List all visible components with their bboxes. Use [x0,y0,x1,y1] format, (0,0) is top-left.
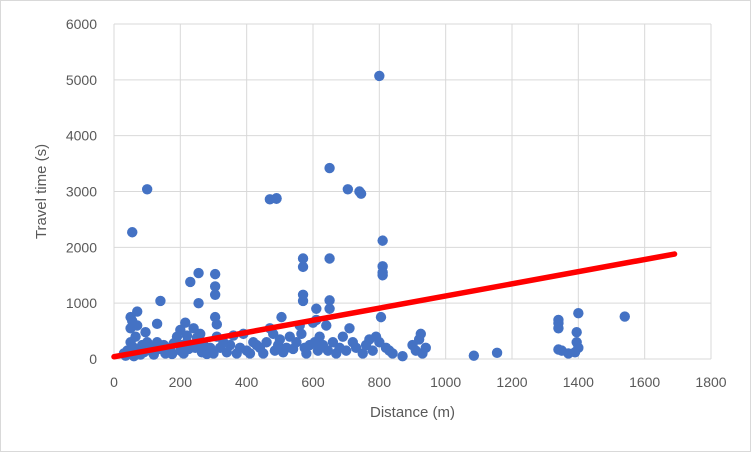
data-point [367,345,378,356]
trendline [111,251,678,360]
data-points [118,70,630,362]
y-tick-label: 4000 [66,128,97,144]
x-tick-label: 200 [169,374,193,390]
data-point [357,348,368,359]
data-point [132,320,143,331]
data-point [296,328,307,340]
x-tick-label: 1400 [563,374,594,390]
data-point [291,337,302,348]
data-point [342,184,354,195]
data-point [355,188,367,199]
data-point [420,342,431,354]
data-point [261,337,272,348]
data-point [324,162,335,174]
data-point [573,342,584,354]
data-point [195,328,206,340]
x-tick-label: 1800 [695,374,726,390]
data-point [374,70,385,82]
y-tick-label: 3000 [66,184,97,200]
data-point [140,327,151,338]
y-tick-labels: 0 1000 2000 3000 4000 5000 6000 [66,16,97,367]
data-point [180,317,191,328]
data-point [573,308,584,319]
data-point [375,311,387,323]
data-point [244,348,256,359]
gridlines [113,23,712,360]
trendline-layer [111,251,678,360]
data-point [468,350,480,361]
data-point [377,235,388,246]
data-point [314,331,325,342]
x-tick-label: 400 [235,374,259,390]
data-point [337,331,349,342]
x-tick-label: 1000 [430,374,461,390]
data-point [344,323,355,334]
y-tick-label: 0 [89,351,97,367]
data-point [397,351,408,362]
data-point [387,348,398,359]
data-point [224,339,236,351]
x-tick-labels: 0 200 400 600 800 1000 1200 1400 1600 1800 [110,374,727,390]
x-axis-title: Distance (m) [370,404,455,421]
data-point [258,348,269,359]
data-point [181,330,193,341]
data-point [155,295,166,307]
data-point [311,303,322,314]
data-point [619,311,630,322]
x-tick-label: 0 [110,374,118,390]
data-point [301,348,312,359]
data-point [571,327,582,338]
data-point [141,184,153,195]
data-point [127,227,138,238]
data-point [193,267,204,279]
data-point [415,328,426,340]
data-point [324,303,335,314]
x-tick-label: 1200 [496,374,527,390]
data-point [211,319,223,330]
y-tick-label: 2000 [66,239,97,255]
data-point [324,253,335,264]
x-tick-label: 800 [368,374,392,390]
x-tick-label: 600 [301,374,325,390]
y-tick-label: 1000 [66,295,97,311]
data-point [151,318,163,330]
data-point [377,261,388,272]
data-point [132,306,143,317]
y-axis-title: Travel time (s) [33,144,50,239]
data-point [166,348,178,360]
data-point [271,193,282,204]
data-point [321,320,332,331]
data-point [274,334,286,345]
data-point [193,297,204,309]
y-tick-label: 5000 [66,72,97,88]
y-tick-label: 6000 [66,16,97,32]
data-point [324,295,335,306]
data-point [276,311,287,323]
data-point [130,331,141,342]
data-point [209,281,221,292]
data-point [553,314,564,326]
data-point [322,345,334,356]
data-point [340,345,352,356]
data-point [297,253,309,264]
x-tick-label: 1600 [629,374,660,390]
data-point [185,276,196,288]
data-point [209,289,221,300]
data-point [209,268,221,280]
data-point [491,347,503,359]
data-point [297,289,309,300]
data-point [297,261,309,273]
